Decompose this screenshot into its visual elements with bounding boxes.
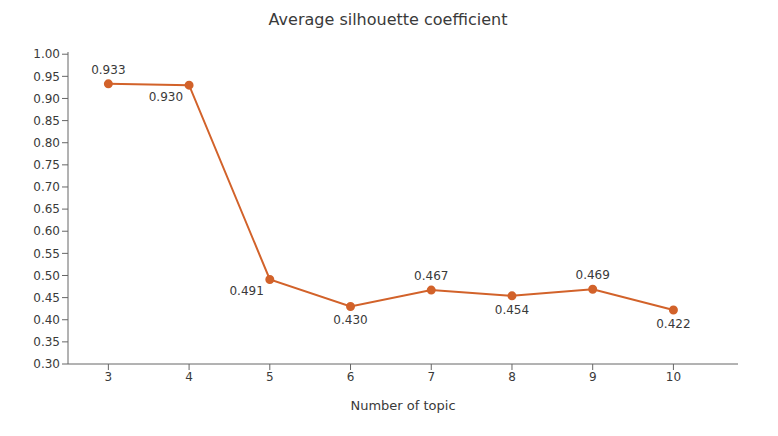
svg-text:0.40: 0.40 xyxy=(33,313,60,327)
svg-text:8: 8 xyxy=(508,370,516,384)
svg-text:0.85: 0.85 xyxy=(33,114,60,128)
svg-text:Number of topic: Number of topic xyxy=(350,398,455,413)
svg-text:0.65: 0.65 xyxy=(33,202,60,216)
svg-text:0.50: 0.50 xyxy=(33,269,60,283)
svg-text:6: 6 xyxy=(347,370,355,384)
svg-text:0.933: 0.933 xyxy=(91,63,125,77)
svg-text:9: 9 xyxy=(589,370,597,384)
svg-text:3: 3 xyxy=(105,370,113,384)
html-text:Average silhouette coefficient: Average silhouette coefficient xyxy=(268,10,508,29)
svg-text:0.454: 0.454 xyxy=(495,303,529,317)
svg-text:0.75: 0.75 xyxy=(33,158,60,172)
svg-text:0.45: 0.45 xyxy=(33,291,60,305)
svg-text:0.55: 0.55 xyxy=(33,247,60,261)
svg-text:0.60: 0.60 xyxy=(33,224,60,238)
svg-text:10: 10 xyxy=(666,370,681,384)
svg-text:4: 4 xyxy=(185,370,193,384)
svg-text:0.430: 0.430 xyxy=(333,313,367,327)
svg-text:0.70: 0.70 xyxy=(33,180,60,194)
svg-text:5: 5 xyxy=(266,370,274,384)
svg-text:0.930: 0.930 xyxy=(149,90,183,104)
svg-text:0.95: 0.95 xyxy=(33,70,60,84)
svg-text:0.30: 0.30 xyxy=(33,357,60,371)
svg-text:7: 7 xyxy=(427,370,435,384)
svg-text:0.80: 0.80 xyxy=(33,136,60,150)
svg-text:0.90: 0.90 xyxy=(33,92,60,106)
svg-text:0.35: 0.35 xyxy=(33,335,60,349)
svg-text:0.491: 0.491 xyxy=(229,284,263,298)
svg-text:0.469: 0.469 xyxy=(576,268,610,282)
svg-text:0.467: 0.467 xyxy=(414,269,448,283)
svg-text:1.00: 1.00 xyxy=(33,47,60,61)
svg-text:0.422: 0.422 xyxy=(656,317,690,331)
